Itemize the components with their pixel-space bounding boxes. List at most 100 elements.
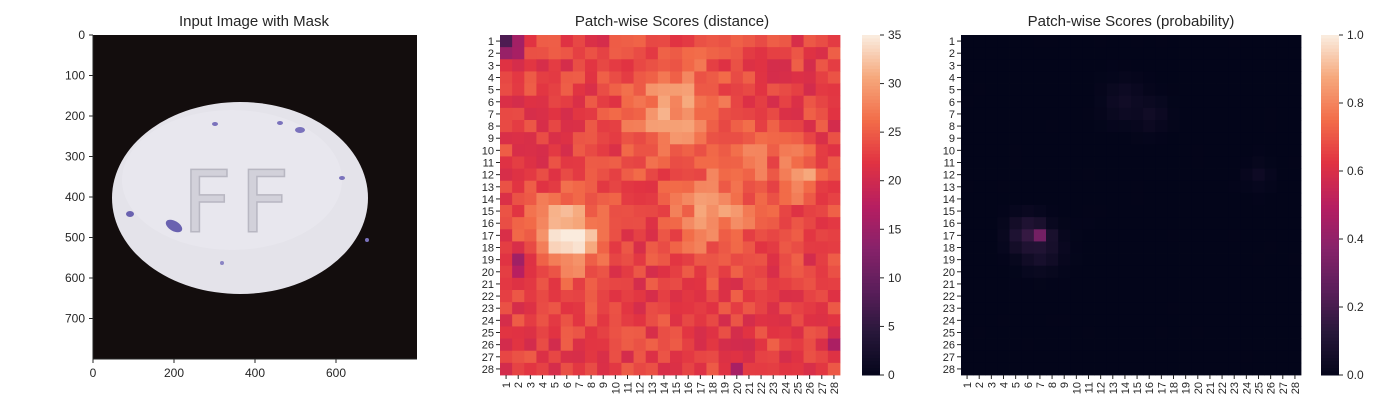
heatmap-cell <box>803 265 817 279</box>
colorbar-segment <box>862 296 880 301</box>
heatmap-cell <box>1167 265 1180 279</box>
stain-mark <box>295 127 305 133</box>
heatmap-cell <box>694 326 707 339</box>
heatmap-cell <box>791 290 804 303</box>
heatmap-cell <box>1191 350 1205 364</box>
heatmap-cell <box>585 47 598 60</box>
heatmap-cell <box>645 168 659 182</box>
heatmap-cell <box>827 314 841 327</box>
heatmap-cell <box>791 59 804 72</box>
heatmap-cell <box>1106 277 1120 291</box>
heatmap-cell <box>742 338 756 352</box>
heatmap-cell <box>1118 47 1132 60</box>
heatmap-cell <box>657 338 671 352</box>
colorbar-segment <box>1321 330 1339 335</box>
heatmap-cell <box>500 107 513 121</box>
heatmap-cell <box>791 95 804 109</box>
heatmap-cell <box>1276 253 1290 267</box>
heatmap-cell <box>827 350 841 364</box>
heatmap-cell <box>1046 265 1059 279</box>
colorbar-tick-label: 30 <box>888 77 902 91</box>
heatmap-cell <box>694 192 707 206</box>
row-label: 12 <box>943 170 955 182</box>
heatmap-cell <box>1203 132 1217 145</box>
heatmap-cell <box>1106 241 1120 254</box>
heatmap-cell <box>1240 35 1253 48</box>
heatmap-cell <box>1131 350 1144 364</box>
heatmap-cell <box>1240 302 1253 315</box>
heatmap-cell <box>1143 59 1156 72</box>
colorbar-tick-label: 35 <box>888 28 902 42</box>
colorbar-segment <box>1321 269 1339 274</box>
heatmap-cell <box>815 241 829 254</box>
heatmap-cell <box>670 290 683 303</box>
heatmap-cell <box>1106 192 1120 206</box>
col-label: 26 <box>805 382 817 394</box>
heatmap-cell <box>997 144 1010 157</box>
col-label: 10 <box>1071 382 1083 394</box>
heatmap-cell <box>1240 326 1253 339</box>
heatmap-cell <box>548 156 562 169</box>
heatmap-cell <box>1179 144 1193 157</box>
heatmap-cell <box>536 277 549 291</box>
heatmap-cell <box>803 241 817 254</box>
heatmap-cell <box>670 217 683 230</box>
heatmap-cell <box>572 95 586 109</box>
heatmap-cell <box>767 107 780 121</box>
heatmap-cell <box>1155 180 1168 194</box>
colorbar-segment <box>1321 109 1339 114</box>
heatmap-cell <box>645 338 659 352</box>
heatmap-cell <box>1046 132 1059 145</box>
heatmap-cell <box>597 83 610 97</box>
colorbar-segment <box>1321 55 1339 60</box>
heatmap-cell <box>1228 192 1241 206</box>
col-label: 26 <box>1266 382 1278 394</box>
heatmap-cell <box>536 314 549 327</box>
col-label: 6 <box>562 382 574 388</box>
heatmap-cell <box>815 217 829 230</box>
heatmap-cell <box>500 180 513 194</box>
heatmap-cell <box>536 120 549 133</box>
heatmap-cell <box>1203 35 1217 48</box>
heatmap-cell <box>997 362 1010 376</box>
heatmap-cell <box>512 205 525 218</box>
heatmap-cell <box>536 338 549 352</box>
heatmap-cell <box>973 83 986 97</box>
colorbar-segment <box>862 211 880 216</box>
heatmap-cell <box>779 265 792 279</box>
colorbar-segment <box>1321 262 1339 267</box>
heatmap-cell <box>718 338 732 352</box>
heatmap-cell <box>1009 95 1023 109</box>
heatmap-cell <box>682 59 695 72</box>
heatmap-cell <box>1058 290 1071 303</box>
heatmap-cell <box>1106 144 1120 157</box>
heatmap-cell <box>1131 168 1144 182</box>
heatmap-cell <box>1082 326 1095 339</box>
col-label: 16 <box>1144 382 1156 394</box>
heatmap-cell <box>1288 180 1302 194</box>
heatmap-cell <box>1009 71 1023 84</box>
row-label: 19 <box>943 255 955 267</box>
heatmap-cell <box>1058 253 1071 267</box>
heatmap-cell <box>500 71 513 84</box>
row-label: 17 <box>482 230 494 242</box>
heatmap-cell <box>548 314 562 327</box>
heatmap-cell <box>779 180 792 194</box>
heatmap-cell <box>997 241 1010 254</box>
heatmap-cell <box>1046 205 1059 218</box>
heatmap-cell <box>791 205 804 218</box>
colorbar-segment <box>1321 96 1339 101</box>
stain-mark <box>365 238 369 242</box>
heatmap-cell <box>670 205 683 218</box>
row-label: 12 <box>482 170 494 182</box>
heatmap-cell <box>609 290 622 303</box>
heatmap-cell <box>961 71 974 84</box>
heatmap-cell <box>1033 326 1047 339</box>
col-label: 3 <box>986 382 998 388</box>
col-label: 8 <box>1047 382 1059 388</box>
stain-mark <box>339 176 345 180</box>
heatmap-cell <box>1106 35 1120 48</box>
heatmap-cell <box>524 326 537 339</box>
heatmap-cell <box>609 192 622 206</box>
heatmap-cell <box>682 302 695 315</box>
